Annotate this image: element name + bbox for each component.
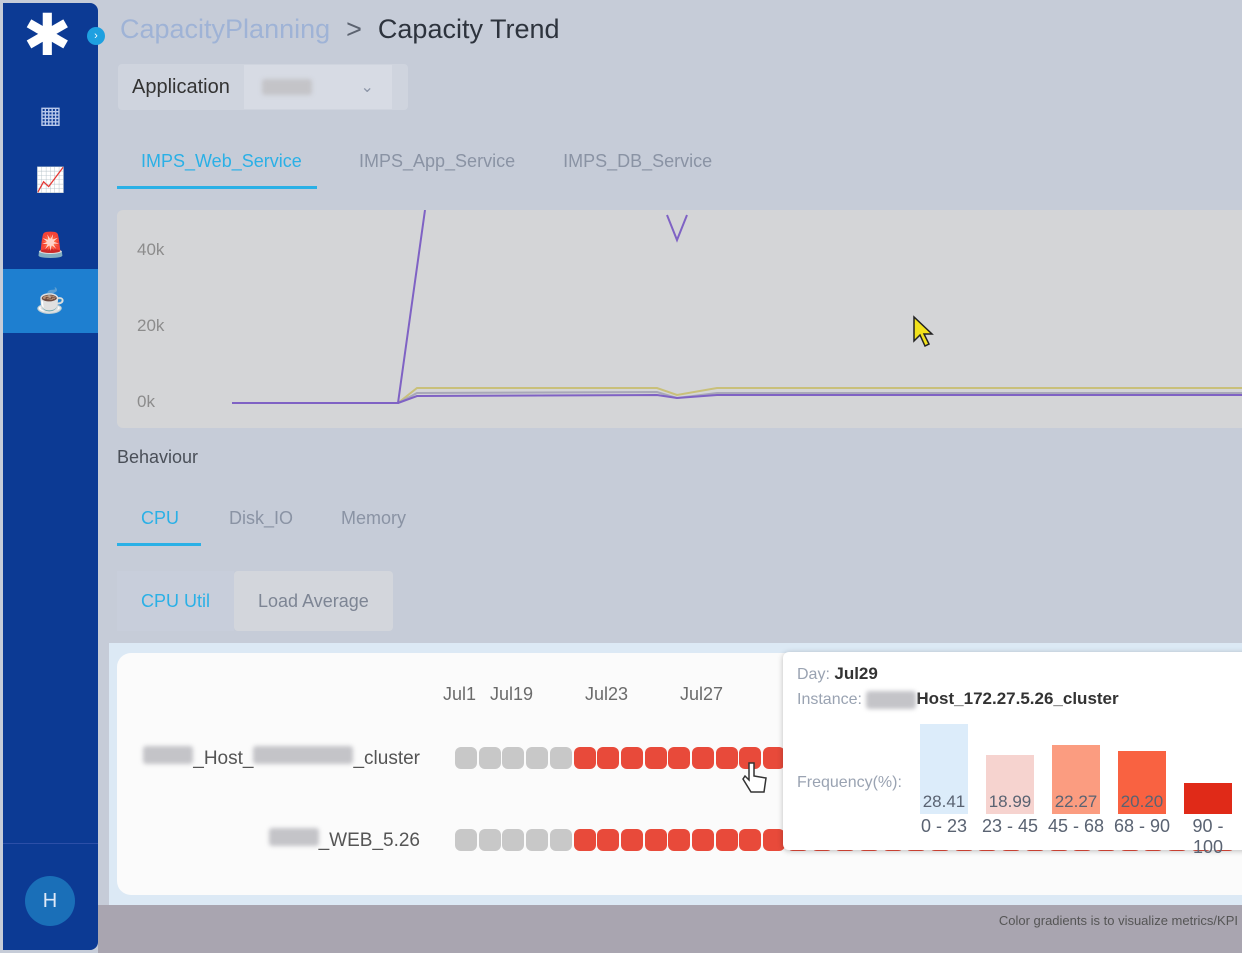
application-label: Application xyxy=(132,75,230,98)
breadcrumb-parent[interactable]: CapacityPlanning xyxy=(120,14,331,44)
logo-icon: ✱ xyxy=(23,3,72,68)
application-select[interactable]: ⌄ xyxy=(243,65,392,109)
bottom-strip xyxy=(98,905,1242,953)
dashboard-icon[interactable]: ▦ xyxy=(39,101,62,129)
tab-memory[interactable]: Memory xyxy=(341,508,407,528)
chevron-down-icon: ⌄ xyxy=(360,79,374,96)
tab-web-service[interactable]: IMPS_Web_Service xyxy=(117,151,317,189)
heatmap-cell[interactable] xyxy=(597,747,620,769)
heatmap-cell[interactable] xyxy=(692,747,714,769)
tab-cpu[interactable]: CPU xyxy=(117,508,202,546)
tooltip-instance-label: Instance: xyxy=(797,691,862,708)
frequency-range: 23 - 45 xyxy=(981,816,1039,836)
tooltip-instance: Host_172.27.5.26_cluster xyxy=(916,689,1119,708)
mouse-cursor-icon xyxy=(913,315,934,348)
breadcrumb: CapacityPlanning > Capacity Trend xyxy=(120,14,560,45)
behaviour-title: Behaviour xyxy=(117,447,199,467)
heatmap-cell[interactable] xyxy=(692,829,714,851)
frequency-bar: 20.20 xyxy=(1118,751,1166,814)
frequency-range: 0 - 23 xyxy=(920,816,968,836)
frequency-bar: 22.27 xyxy=(1052,744,1100,814)
page-title: Capacity Trend xyxy=(377,14,560,44)
frequency-range: 68 - 90 xyxy=(1113,816,1171,836)
trend-chart: 40k 20k 0k xyxy=(117,210,1242,428)
hand-cursor-icon xyxy=(742,762,767,793)
heatmap-cell[interactable] xyxy=(715,747,738,769)
frequency-bar: 18.99 xyxy=(986,754,1034,814)
metric-tabs: CPU Disk_IO Memory xyxy=(117,508,406,546)
frequency-range: 45 - 68 xyxy=(1047,816,1105,836)
y-tick: 20k xyxy=(137,316,165,335)
date-label: Jul23 xyxy=(585,684,629,704)
date-label: Jul19 xyxy=(490,684,534,704)
redacted-value xyxy=(261,79,312,95)
frequency-bar: 28.41 xyxy=(920,724,968,814)
series-line-purple-low xyxy=(397,393,1242,404)
heatmap-cell[interactable] xyxy=(763,829,786,851)
expand-sidebar-icon[interactable]: › xyxy=(87,27,105,45)
tab-db-service[interactable]: IMPS_DB_Service xyxy=(563,151,713,171)
heatmap-cell[interactable] xyxy=(526,747,549,769)
frequency-bar xyxy=(1184,782,1232,814)
heatmap-cell[interactable] xyxy=(502,829,525,851)
subtab-load-average[interactable]: Load Average xyxy=(234,571,393,631)
tab-disk-io[interactable]: Disk_IO xyxy=(229,508,294,528)
footer-note: Color gradients is to visualize metrics/… xyxy=(998,913,1238,928)
sidebar: ✱ ▦ 📈 🚨 ☕ H xyxy=(3,3,98,950)
frequency-value: 22.27 xyxy=(1054,792,1098,811)
frequency-value: 28.41 xyxy=(922,792,966,811)
series-line-purple-top xyxy=(666,214,688,243)
subtab-cpu-util[interactable]: CPU Util xyxy=(117,571,235,631)
heatmap-cell[interactable] xyxy=(478,747,501,769)
heatmap-cell[interactable] xyxy=(715,829,738,851)
cpu-subtabs: CPU Util Load Average xyxy=(117,571,393,631)
heatmap-cell[interactable] xyxy=(478,829,501,851)
frequency-range: 90 - 100 xyxy=(1192,816,1224,857)
heatmap-cell[interactable] xyxy=(526,829,549,851)
service-tabs: IMPS_Web_Service IMPS_App_Service IMPS_D… xyxy=(117,151,712,189)
series-line-gray xyxy=(232,390,1242,404)
heatmap-cell[interactable] xyxy=(644,829,667,851)
frequency-value: 20.20 xyxy=(1120,792,1164,811)
tooltip-day-label: Day: xyxy=(797,666,830,683)
heatmap-cell[interactable] xyxy=(549,747,572,769)
tab-app-service[interactable]: IMPS_App_Service xyxy=(359,151,516,171)
heatmap-cell[interactable] xyxy=(644,747,667,769)
heatmap-cell[interactable] xyxy=(668,829,691,851)
tooltip-day: Jul29 xyxy=(834,664,878,683)
alarm-icon[interactable]: 🚨 xyxy=(35,231,66,259)
capacity-icon[interactable]: ☕ xyxy=(3,269,98,333)
heatmap-cell[interactable] xyxy=(455,829,477,851)
heatmap-cell[interactable] xyxy=(549,829,572,851)
heatmap-cell[interactable] xyxy=(597,829,620,851)
analytics-icon[interactable]: 📈 xyxy=(35,166,66,194)
heatmap-cell[interactable] xyxy=(620,829,643,851)
heatmap-cell[interactable] xyxy=(573,747,596,769)
sidebar-divider xyxy=(3,843,98,844)
y-tick: 0k xyxy=(137,392,155,411)
tooltip-frequency-label: Frequency(%): xyxy=(797,774,902,791)
heatmap-cell[interactable] xyxy=(668,747,691,769)
application-filter: Application ⌄ xyxy=(118,64,408,110)
date-label: Jul1 xyxy=(443,684,477,704)
heatmap-cell[interactable] xyxy=(573,829,596,851)
avatar[interactable]: H xyxy=(25,876,75,926)
date-label: Jul27 xyxy=(680,684,724,704)
heatmap-cell[interactable] xyxy=(739,747,762,769)
heatmap-row-label: _WEB_5.26 xyxy=(120,828,420,852)
heatmap-cell[interactable] xyxy=(502,747,525,769)
heatmap-row-label: _Host_ _cluster xyxy=(120,746,420,770)
heatmap-tooltip: Day: Jul29 Instance: Host_172.27.5.26_cl… xyxy=(783,652,1242,857)
frequency-value: 18.99 xyxy=(988,792,1032,811)
heatmap-cell[interactable] xyxy=(739,829,762,851)
y-tick: 40k xyxy=(137,240,165,259)
series-line-purple xyxy=(232,210,426,404)
breadcrumb-separator: > xyxy=(346,14,362,44)
heatmap-cell[interactable] xyxy=(763,747,786,769)
heatmap-cell[interactable] xyxy=(620,747,643,769)
heatmap-cell[interactable] xyxy=(455,747,477,769)
